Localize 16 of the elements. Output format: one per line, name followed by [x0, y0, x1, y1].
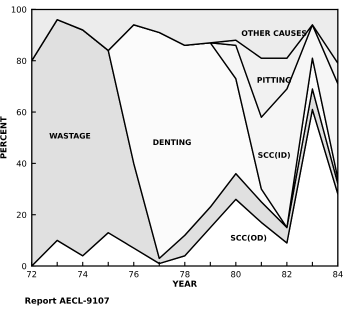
y-tick-label: 40 — [16, 160, 26, 167]
y-tick-label: 20 — [16, 212, 26, 218]
x-axis-title: YEAR — [172, 280, 197, 287]
x-tick-label: 84 — [333, 271, 343, 278]
y-tick-label: 80 — [16, 58, 26, 64]
y-tick-label: 0 — [22, 263, 26, 270]
x-tick-label: 82 — [282, 271, 292, 278]
x-tick-label: 72 — [27, 271, 36, 278]
y-axis-title: PERCENT — [0, 116, 7, 158]
text: Report AECL-9107 — [25, 297, 109, 306]
x-tick-label: 80 — [231, 271, 241, 278]
y-tick-label: 100 — [12, 6, 26, 13]
y-tick-label: 60 — [16, 109, 26, 116]
x-tick-label: 78 — [180, 271, 190, 278]
x-tick-label: 76 — [129, 271, 139, 278]
x-tick-label: 74 — [78, 271, 88, 278]
